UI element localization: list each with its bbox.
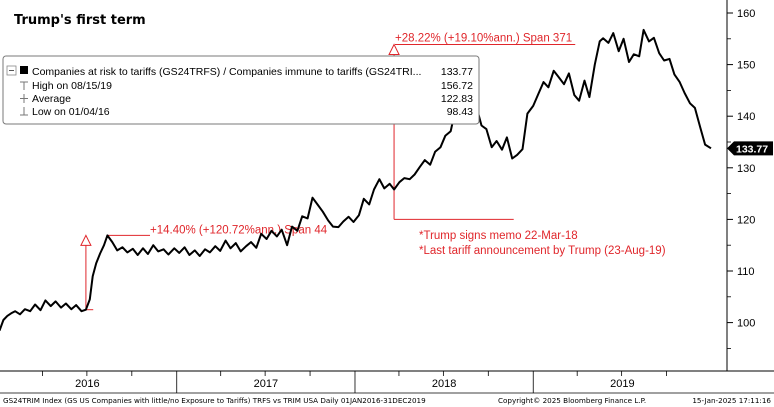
last-value-badge (727, 141, 773, 156)
chart-title: Trump's first term (14, 13, 146, 28)
x-axis-ticks: 2016 2017 2018 2019 (42, 371, 667, 393)
annotations: +14.40% (+120.72%ann.) Span 44 +28.22% (+… (80, 32, 666, 311)
legend-collapse-icon[interactable] (6, 65, 17, 76)
legend-high-value: 156.72 (441, 80, 473, 92)
legend-low-value: 98.43 (447, 106, 473, 118)
legend-high-label: High on 08/15/19 (32, 80, 112, 92)
average-marker-icon (20, 94, 28, 103)
x-tick-label: 2016 (75, 378, 99, 390)
y-tick-label: 110 (737, 266, 755, 278)
low-marker-icon (20, 107, 28, 116)
span1-label: +14.40% (+120.72%ann.) Span 44 (150, 224, 328, 236)
footer-copyright: Copyright© 2025 Bloomberg Finance L.P. (498, 396, 646, 405)
y-tick-label: 130 (737, 163, 755, 175)
annotation-note: *Last tariff announcement by Trump (23-A… (419, 245, 666, 257)
span2-label: +28.22% (+19.10%ann.) Span 371 (395, 32, 572, 44)
legend-average-label: Average (32, 93, 71, 105)
y-tick-label: 140 (737, 111, 755, 123)
y-axis-ticks: 100 110 120 130 140 150 160 (727, 8, 755, 349)
y-tick-label: 100 (737, 318, 755, 330)
last-value-label: 133.77 (727, 141, 773, 156)
span1-arrow-icon (80, 234, 92, 246)
series-line (0, 28, 712, 332)
span2-arrow-icon (388, 43, 400, 55)
x-tick-label: 2017 (254, 378, 278, 390)
legend-low-label: Low on 01/04/16 (32, 106, 110, 118)
legend-series-value: 133.77 (441, 66, 473, 78)
legend-series-swatch (20, 66, 28, 74)
legend-series-name: Companies at risk to tariffs (GS24TRFS) … (32, 66, 421, 78)
legend: Companies at risk to tariffs (GS24TRFS) … (2, 55, 480, 125)
x-tick-label: 2019 (610, 378, 634, 390)
y-tick-label: 160 (737, 8, 755, 20)
footer-description: GS24TRIM Index (GS US Companies with lit… (3, 396, 426, 405)
y-tick-label: 120 (737, 214, 755, 226)
legend-box (2, 55, 480, 125)
x-tick-label: 2018 (432, 378, 456, 390)
last-value-text: 133.77 (736, 143, 768, 155)
annotation-note: *Trump signs memo 22-Mar-18 (419, 230, 578, 242)
high-marker-icon (20, 81, 28, 90)
legend-average-value: 122.83 (441, 93, 473, 105)
y-tick-label: 150 (737, 60, 755, 72)
footer-timestamp: 15-Jan-2025 17:11:16 (692, 396, 771, 405)
